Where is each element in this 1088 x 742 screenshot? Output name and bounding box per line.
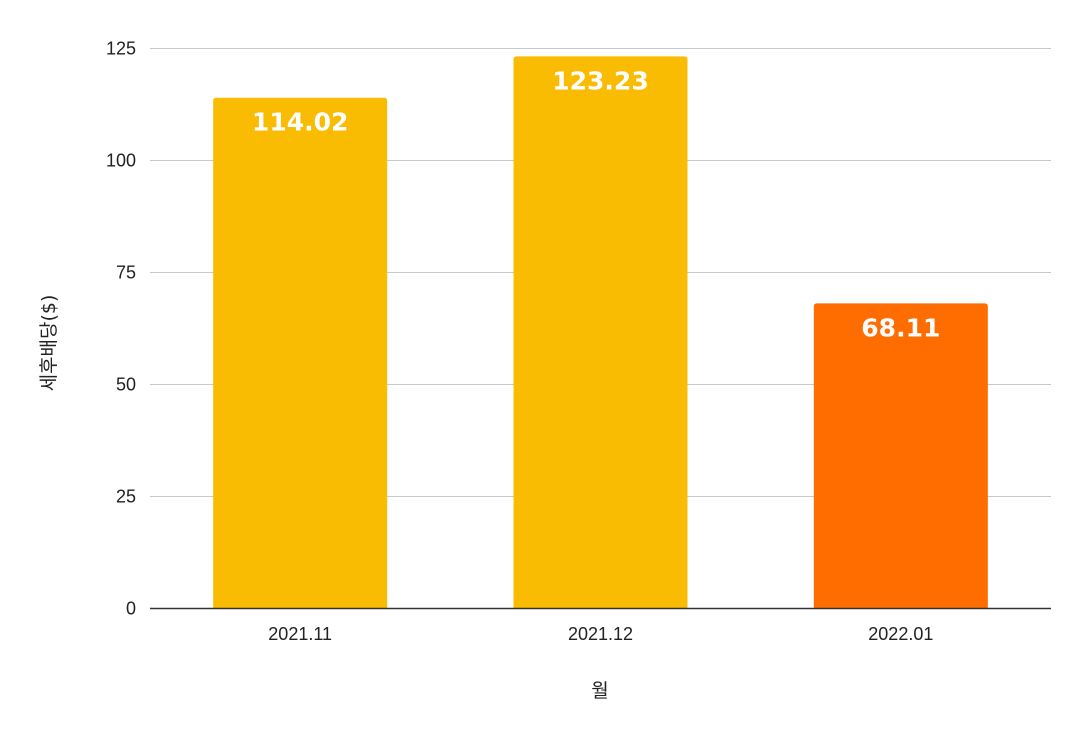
y-tick-label: 100 <box>106 151 136 171</box>
y-tick-label: 75 <box>116 263 136 283</box>
bars <box>213 56 988 609</box>
bar-value-label: 114.02 <box>252 108 348 137</box>
x-axis-ticks: 2021.11 2021.12 2022.01 <box>268 624 933 644</box>
x-tick-label: 2021.12 <box>568 624 633 644</box>
bar <box>813 303 988 609</box>
y-tick-label: 50 <box>116 375 136 395</box>
data-labels: 114.02 123.23 68.11 <box>252 66 940 342</box>
x-axis-title: 월 <box>591 680 608 702</box>
bar-value-label: 123.23 <box>552 66 648 95</box>
x-tick-label: 2022.01 <box>868 624 933 644</box>
y-axis-title: 세후배당($) <box>38 295 60 392</box>
bar <box>513 56 688 609</box>
y-axis-ticks: 0 25 50 75 100 125 <box>106 39 136 619</box>
y-tick-label: 25 <box>116 487 136 507</box>
bar <box>213 97 388 609</box>
bar-value-label: 68.11 <box>861 313 940 342</box>
x-tick-label: 2021.11 <box>268 624 332 644</box>
y-tick-label: 125 <box>106 39 136 59</box>
y-tick-label: 0 <box>126 599 136 619</box>
